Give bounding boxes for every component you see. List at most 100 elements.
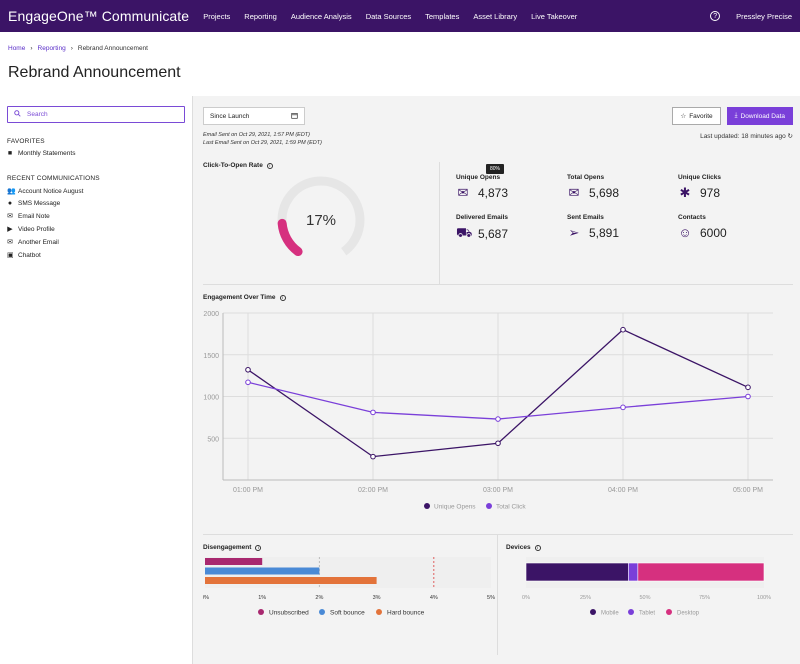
data-point[interactable]	[370, 453, 376, 460]
data-point[interactable]	[245, 379, 251, 386]
disengagement-panel: Disengagement i 0% 1% 2% 3% 4% 5% Unsubscribed…	[201, 535, 498, 655]
bar-segment-tablet[interactable]	[628, 562, 639, 582]
chevron-right-icon: ›	[70, 45, 73, 52]
page-header: Home › Reporting › Rebrand Announcement …	[0, 32, 800, 96]
nav-projects[interactable]: Projects	[203, 11, 231, 21]
sidebar-item-monthly-statements[interactable]: ■ Monthly Statements	[7, 150, 185, 157]
download-data-button[interactable]: ⤓ Download Data	[726, 107, 793, 125]
info-icon[interactable]: i	[266, 162, 273, 169]
bar-segment-mobile[interactable]	[525, 562, 629, 582]
ctor-value: 17%	[306, 212, 336, 229]
breadcrumb-reporting[interactable]: Reporting	[37, 45, 66, 52]
sidebar-item-chatbot[interactable]: ▣ Chatbot	[7, 251, 185, 260]
breadcrumb: Home › Reporting › Rebrand Announcement	[8, 45, 792, 52]
nav-audience-analysis[interactable]: Audience Analysis	[290, 11, 352, 21]
x-tick-label: 1%	[258, 595, 266, 601]
sidebar-item-account-notice[interactable]: 👥 Account Notice August	[7, 187, 185, 196]
devices-panel: Devices i 0% 25% 50% 75% 100% Mobile Tablet Des…	[498, 535, 793, 655]
bar-segment-desktop[interactable]	[637, 562, 765, 582]
kpi-unique-clicks: Unique Clicks ✱ 978	[678, 174, 778, 201]
kpi-delivered-emails: Delivered Emails ⛟ 5,687	[456, 214, 556, 243]
x-tick-label: 4%	[430, 595, 438, 601]
sidebar-item-email-note[interactable]: ✉ Email Note	[7, 212, 185, 221]
legend-marker	[319, 609, 325, 615]
breadcrumb-home[interactable]: Home	[8, 45, 26, 52]
devices-bar-chart: 0% 25% 50% 75% 100% Mobile Tablet Desktop	[522, 557, 771, 617]
legend-label[interactable]: Tablet	[639, 611, 655, 617]
data-point[interactable]	[495, 440, 501, 447]
top-nav: EngageOne™ Communicate Projects Reportin…	[0, 0, 800, 32]
info-icon[interactable]: i	[255, 544, 262, 551]
mail-open-icon: ✉	[457, 185, 469, 200]
legend-marker	[628, 609, 634, 615]
date-range-select[interactable]: Since Launch	[203, 107, 305, 125]
nav-live-takeover[interactable]: Live Takeover	[531, 11, 578, 21]
data-point[interactable]	[745, 384, 751, 391]
x-tick-label: 100%	[757, 595, 771, 601]
sidebar-item-label: Monthly Statements	[18, 150, 76, 157]
legend-label[interactable]: Total Click	[496, 504, 526, 511]
bar-unsubscribed[interactable]	[205, 558, 263, 565]
data-point[interactable]	[495, 416, 501, 422]
sidebar-item-video-profile[interactable]: ▶ Video Profile	[7, 225, 185, 234]
download-icon: ⤓	[734, 112, 738, 119]
data-point[interactable]	[620, 326, 626, 333]
x-tick-label: 3%	[373, 595, 381, 601]
user-menu[interactable]: Pressley Precise	[736, 11, 792, 21]
legend-label[interactable]: Unique Opens	[434, 504, 476, 511]
legend-label[interactable]: Hard bounce	[387, 610, 425, 617]
data-point[interactable]	[370, 409, 376, 416]
nav-templates[interactable]: Templates	[425, 11, 460, 21]
disengagement-bar-chart: 0% 1% 2% 3% 4% 5% Unsubscribed Soft bounce Hard …	[201, 557, 495, 617]
star-icon: ☆	[680, 113, 687, 120]
main-content: Since Launch ☆ Favorite ⤓ Download Data …	[193, 96, 800, 664]
last-email-sent-info: Last Email Sent on Oct 29, 2021, 1:59 PM…	[203, 140, 322, 146]
nav-data-sources[interactable]: Data Sources	[365, 11, 412, 21]
kpi-label: Sent Emails	[567, 214, 604, 221]
data-point[interactable]	[745, 393, 751, 400]
chevron-right-icon: ›	[30, 45, 33, 52]
kpi-value: 978	[700, 186, 721, 200]
brand-logo[interactable]: EngageOne™ Communicate	[8, 8, 190, 24]
kpi-total-opens: Total Opens ✉ 5,698	[567, 174, 667, 201]
legend-label[interactable]: Unsubscribed	[269, 610, 309, 617]
legend-label[interactable]: Soft bounce	[330, 610, 365, 617]
x-tick-label: 02:00 PM	[358, 487, 388, 494]
sidebar-item-label: SMS Message	[18, 200, 61, 207]
legend-marker	[424, 503, 430, 509]
engagement-line-chart: 500 1000 1500 2000 01:00 PM 02:00 PM 03:00 PM 0…	[203, 311, 773, 511]
kpi-value: 4,873	[478, 186, 509, 200]
nav-reporting[interactable]: Reporting	[244, 11, 277, 21]
sidebar-item-another-email[interactable]: ✉ Another Email	[7, 238, 185, 247]
refresh-icon[interactable]: ↻	[787, 133, 793, 140]
folder-icon: ■	[7, 150, 13, 157]
favorite-button[interactable]: ☆ Favorite	[672, 107, 721, 125]
kpi-value: 5,687	[478, 227, 509, 241]
x-tick-label: 25%	[580, 595, 591, 601]
info-icon[interactable]: i	[534, 544, 541, 551]
data-point[interactable]	[620, 404, 626, 411]
truck-icon: ⛟	[456, 225, 473, 240]
recent-heading: RECENT COMMUNICATIONS	[7, 175, 100, 182]
x-tick-label: 0%	[203, 595, 209, 601]
bar-soft-bounce[interactable]	[205, 567, 320, 575]
mail-icon: ✉	[568, 185, 580, 200]
y-tick-label: 2000	[203, 311, 219, 318]
kpi-label: Contacts	[678, 214, 706, 221]
nav-links: Projects Reporting Audience Analysis Dat…	[203, 12, 577, 21]
calendar-icon	[291, 112, 298, 121]
kpi-label: Delivered Emails	[456, 214, 509, 221]
kpi-contacts: Contacts ☺ 6000	[678, 214, 778, 240]
search-input[interactable]: Search	[7, 106, 185, 123]
data-point[interactable]	[245, 366, 251, 373]
kpi-label: Unique Clicks	[678, 174, 721, 181]
bar-hard-bounce[interactable]	[205, 577, 377, 584]
sidebar-item-sms-message[interactable]: ● SMS Message	[7, 200, 185, 207]
kpi-value: 5,891	[589, 226, 620, 240]
help-icon[interactable]: ?	[710, 11, 721, 21]
nav-asset-library[interactable]: Asset Library	[473, 11, 518, 21]
info-icon[interactable]: i	[279, 294, 286, 301]
legend-label[interactable]: Mobile	[601, 611, 619, 617]
kpi-label: Unique Opens	[456, 174, 501, 181]
legend-label[interactable]: Desktop	[677, 611, 700, 617]
